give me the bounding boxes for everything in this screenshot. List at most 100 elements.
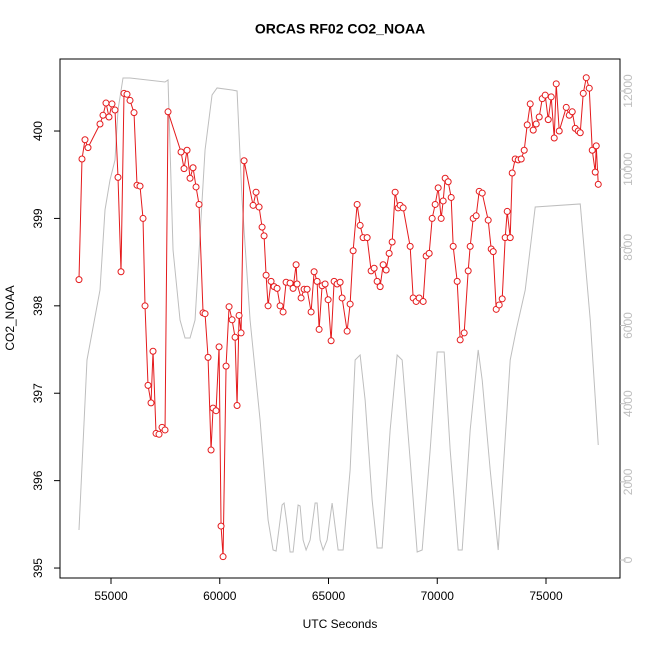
data-point: [215, 343, 223, 351]
data-point: [84, 144, 92, 152]
data-point: [526, 100, 534, 108]
data-point: [547, 93, 555, 101]
data-point: [552, 80, 560, 88]
data-point: [466, 242, 474, 250]
data-point: [439, 197, 447, 205]
y2-tick-label: 6000: [621, 312, 635, 339]
data-point: [217, 522, 225, 530]
data-point: [161, 426, 169, 434]
data-point: [324, 296, 332, 304]
data-point: [292, 261, 300, 269]
data-point: [444, 178, 452, 186]
data-point: [126, 96, 134, 104]
data-point: [78, 155, 86, 163]
data-point: [434, 184, 442, 192]
data-point: [81, 136, 89, 144]
y-tick-label: 399: [31, 208, 45, 228]
x-tick-label: 65000: [312, 589, 346, 603]
data-point: [228, 316, 236, 324]
data-point: [276, 302, 284, 310]
data-point: [262, 271, 270, 279]
data-point: [123, 90, 131, 98]
data-point: [108, 100, 116, 108]
data-point: [592, 142, 600, 150]
data-point: [379, 261, 387, 269]
data-point: [240, 157, 248, 165]
data-point: [472, 212, 480, 220]
data-point: [195, 200, 203, 208]
data-point: [307, 308, 315, 316]
data-point: [111, 106, 119, 114]
data-point: [520, 146, 528, 154]
data-point: [136, 182, 144, 190]
series-line: [78, 77, 599, 557]
data-point: [327, 337, 335, 345]
data-point: [356, 221, 364, 229]
data-point: [155, 430, 163, 438]
data-point: [388, 238, 396, 246]
data-point: [370, 264, 378, 272]
y-tick-label: 400: [31, 121, 45, 141]
data-point: [506, 234, 514, 242]
y2-tick-label: 12000: [621, 74, 635, 108]
x-tick-label: 55000: [94, 589, 128, 603]
x-tick-label: 70000: [421, 589, 455, 603]
data-point: [105, 113, 113, 121]
data-point: [576, 129, 584, 137]
data-point: [544, 116, 552, 124]
data-point: [139, 214, 147, 222]
data-point: [453, 277, 461, 285]
data-point: [225, 303, 233, 311]
data-point: [144, 381, 152, 389]
data-point: [189, 164, 197, 172]
data-point: [591, 168, 599, 176]
data-point: [293, 280, 301, 288]
data-point: [535, 113, 543, 121]
x-tick-label: 75000: [529, 589, 563, 603]
data-point: [237, 329, 245, 337]
data-point: [147, 399, 155, 407]
data-point: [177, 148, 185, 156]
data-point: [313, 277, 321, 285]
data-point: [541, 91, 549, 99]
data-point: [273, 284, 281, 292]
data-point: [419, 297, 427, 305]
data-point: [363, 234, 371, 242]
data-point: [260, 232, 268, 240]
data-point: [503, 207, 511, 215]
data-point: [264, 302, 272, 310]
data-point: [579, 89, 587, 97]
data-point: [406, 242, 414, 250]
data-point: [382, 266, 390, 274]
data-point: [532, 120, 540, 128]
data-point: [588, 146, 596, 154]
data-point: [303, 285, 311, 293]
data-point: [267, 277, 275, 285]
y2-tick-label: 0: [621, 556, 635, 563]
data-point: [315, 325, 323, 333]
data-point: [431, 200, 439, 208]
data-point: [343, 327, 351, 335]
y-tick-label: 395: [31, 558, 45, 578]
data-point: [346, 300, 354, 308]
data-point: [258, 223, 266, 231]
series-line: [78, 77, 599, 553]
data-point: [349, 247, 357, 255]
data-point: [117, 268, 125, 276]
data-point: [222, 362, 230, 370]
data-point: [353, 200, 361, 208]
y-tick-label: 398: [31, 295, 45, 315]
data-point: [252, 188, 260, 196]
data-point: [523, 121, 531, 129]
data-point: [99, 111, 107, 119]
y2-tick-label: 4000: [621, 390, 635, 417]
data-point: [582, 74, 590, 82]
data-point: [207, 446, 215, 454]
data-point: [495, 301, 503, 309]
data-point: [149, 347, 157, 355]
data-point: [336, 278, 344, 286]
data-point: [456, 336, 464, 344]
data-point: [498, 295, 506, 303]
data-point: [568, 108, 576, 116]
